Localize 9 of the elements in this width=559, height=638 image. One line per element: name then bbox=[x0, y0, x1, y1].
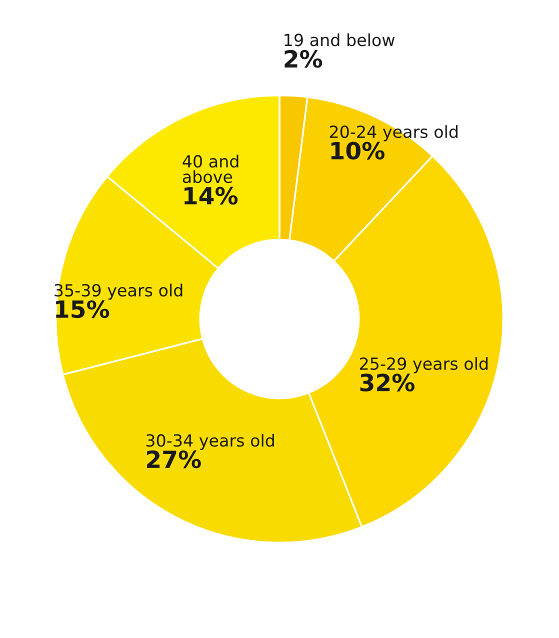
slice-label: 25-29 years old bbox=[360, 357, 488, 374]
data-label: 10% bbox=[331, 142, 384, 160]
data-label: 14% bbox=[184, 186, 238, 205]
data-label: 2% bbox=[284, 50, 322, 68]
slice-label: 30-34 years old bbox=[146, 434, 274, 450]
slice-label: 19 and below bbox=[284, 33, 395, 46]
data-label: 27% bbox=[147, 450, 201, 468]
slice-label: 40 and above bbox=[182, 154, 238, 184]
data-label: 32% bbox=[360, 374, 415, 392]
